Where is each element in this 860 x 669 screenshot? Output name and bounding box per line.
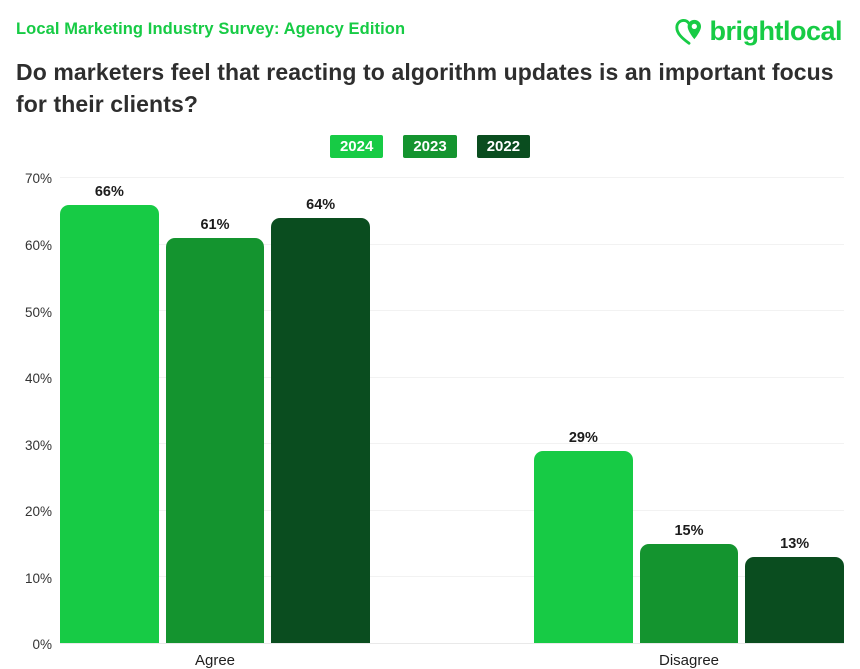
bar-2024-disagree: [534, 450, 633, 644]
y-axis-tick-label: 40%: [24, 371, 52, 387]
bar-chart: 0% 10% 20% 30% 40% 50% 60% 70% 66% 61% 64% 29% 15% 1…: [16, 171, 845, 652]
bar-column-2022-agree: 64%: [271, 178, 371, 644]
bar-value-label: 15%: [674, 522, 704, 539]
brightlocal-logo: brightlocal: [674, 16, 844, 47]
legend: 2024 2023 2022: [16, 135, 844, 159]
y-axis-tick-label: 0%: [32, 637, 52, 653]
gridline: [60, 376, 844, 378]
bar-2023-agree: [165, 238, 265, 644]
y-axis-tick-label: 20%: [24, 504, 52, 520]
bar-group-agree: 66% 61% 64%: [60, 178, 371, 644]
bar-value-label: 13%: [780, 536, 810, 553]
logo-text: brightlocal: [709, 16, 842, 46]
page-title: Do marketers feel that reacting to algor…: [16, 59, 834, 118]
bar-column-2023-agree: 61%: [165, 178, 265, 644]
y-axis-tick-label: 10%: [24, 570, 52, 586]
y-axis-tick-label: 70%: [24, 171, 52, 187]
header-left: Local Marketing Industry Survey: Agency …: [16, 16, 405, 39]
bar-value-label: 61%: [200, 217, 230, 234]
y-axis-tick-label: 50%: [24, 304, 52, 320]
x-axis-label-agree: Agree: [194, 652, 236, 669]
bar-2022-disagree: [745, 557, 845, 644]
bar-column-2024-agree: 66%: [60, 178, 159, 644]
x-axis: Agree Disagree: [60, 644, 844, 669]
gridline: [60, 243, 844, 245]
bar-2022-agree: [271, 218, 371, 644]
heart-pin-icon: [674, 18, 704, 46]
gridline: [60, 443, 844, 445]
bar-column-2023-disagree: 15%: [639, 178, 739, 644]
x-axis-label-disagree: Disagree: [658, 652, 720, 669]
bar-2023-disagree: [639, 543, 739, 644]
bar-group-disagree: 29% 15% 13%: [534, 178, 845, 644]
legend-item-2024: 2024: [329, 135, 384, 159]
y-axis-tick-label: 60%: [24, 237, 52, 253]
bar-column-2022-disagree: 13%: [745, 178, 845, 644]
bar-value-label: 64%: [306, 197, 336, 214]
bar-2024-agree: [60, 204, 159, 644]
eyebrow-label: Local Marketing Industry Survey: Agency …: [16, 20, 406, 38]
gridline: [60, 310, 844, 312]
gridline: [60, 575, 844, 577]
gridline: [60, 509, 844, 511]
y-axis: 0% 10% 20% 30% 40% 50% 60% 70%: [16, 171, 60, 652]
bar-column-2024-disagree: 29%: [534, 178, 633, 644]
y-axis-tick-label: 30%: [24, 437, 52, 453]
gridline: [60, 177, 844, 179]
bar-value-label: 29%: [568, 429, 598, 446]
legend-item-2022: 2022: [476, 135, 531, 159]
legend-item-2023: 2023: [403, 135, 457, 159]
bar-value-label: 66%: [94, 183, 124, 200]
header: Local Marketing Industry Survey: Agency …: [16, 16, 844, 47]
plot-area: 66% 61% 64% 29% 15% 13%: [60, 177, 845, 645]
